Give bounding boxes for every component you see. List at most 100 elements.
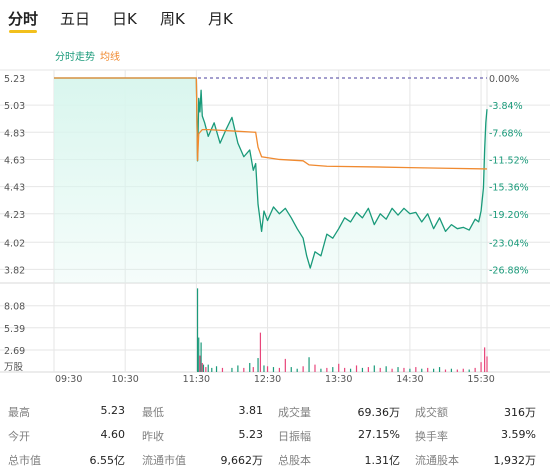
pct-tick-label: -15.36% xyxy=(489,183,529,194)
volume-bar xyxy=(480,362,482,372)
volume-bar xyxy=(338,363,340,372)
stat-label-prev-close: 昨收 xyxy=(142,430,164,443)
pct-tick-label: -3.84% xyxy=(489,101,523,112)
volume-bar xyxy=(391,368,393,372)
volume-bar xyxy=(367,367,369,372)
time-tick-label: 13:30 xyxy=(325,374,352,385)
price-tick-label: 5.23 xyxy=(4,74,25,85)
volume-bar xyxy=(243,367,245,372)
volume-bar xyxy=(284,358,286,372)
pct-tick-label: -26.88% xyxy=(489,265,529,276)
price-tick-label: 5.03 xyxy=(4,101,25,112)
volume-tick-label: 5.39 xyxy=(4,324,25,335)
stat-value-high: 5.23 xyxy=(100,404,126,417)
time-tick-label: 14:30 xyxy=(396,374,423,385)
tab-weekly-k[interactable]: 周K xyxy=(160,10,185,28)
stat-value-market-cap: 6.55亿 xyxy=(89,454,126,467)
stat-label-turnover-amount: 成交额 xyxy=(415,406,448,419)
legend-intraday-trend: 分时走势 xyxy=(55,52,95,63)
volume-bar xyxy=(201,362,203,372)
volume-bar xyxy=(344,367,346,372)
price-tick-label: 4.02 xyxy=(4,238,25,249)
pct-tick-label: 0.00% xyxy=(489,74,519,85)
stat-value-turnover-rate: 3.59% xyxy=(501,428,536,441)
time-tick-label: 09:30 xyxy=(55,374,82,385)
stat-label-open: 今开 xyxy=(8,430,30,443)
volume-bar xyxy=(272,367,275,372)
volume-bar xyxy=(433,368,435,372)
stat-value-volume: 69.36万 xyxy=(357,406,401,419)
volume-bar xyxy=(474,367,476,372)
volume-bar xyxy=(249,362,251,372)
volume-bar xyxy=(200,342,202,372)
legend-average-line: 均线 xyxy=(100,52,120,63)
volume-bar xyxy=(320,368,322,372)
volume-bar xyxy=(409,368,411,372)
volume-bar xyxy=(355,365,358,372)
volume-bar xyxy=(215,366,218,372)
volume-unit-label: 万股 xyxy=(4,362,24,373)
volume-bar xyxy=(237,365,239,372)
stat-label-low: 最低 xyxy=(142,406,164,419)
volume-bar xyxy=(421,368,423,372)
volume-bar xyxy=(403,367,405,372)
tab-daily-k[interactable]: 日K xyxy=(112,10,137,28)
volume-bar xyxy=(450,368,453,372)
volume-bar xyxy=(444,369,447,372)
time-tick-label: 10:30 xyxy=(111,374,138,385)
price-tick-label: 4.23 xyxy=(4,210,25,221)
stat-label-volume: 成交量 xyxy=(278,406,311,419)
volume-tick-label: 2.69 xyxy=(4,346,25,357)
stat-label-market-cap: 总市值 xyxy=(8,454,41,467)
time-tick-label: 11:30 xyxy=(183,374,210,385)
stat-value-low: 3.81 xyxy=(238,404,264,417)
volume-bar xyxy=(415,367,417,372)
stat-value-prev-close: 5.23 xyxy=(238,428,264,441)
volume-bar xyxy=(462,368,464,372)
chart-period-tabs: 分时 五日 日K 周K 月K xyxy=(0,0,550,40)
stat-label-total-shares: 总股本 xyxy=(278,454,311,467)
stat-value-amplitude: 27.15% xyxy=(358,428,400,441)
volume-bar xyxy=(379,367,381,372)
volume-bar xyxy=(252,367,254,372)
stat-value-total-shares: 1.31亿 xyxy=(364,454,401,467)
pct-tick-label: -11.52% xyxy=(489,155,529,166)
active-tab-indicator xyxy=(9,30,37,33)
volume-bar xyxy=(290,367,292,372)
volume-bar xyxy=(259,332,262,372)
stat-label-high: 最高 xyxy=(8,406,30,419)
volume-bar xyxy=(314,364,316,372)
volume-bar xyxy=(257,358,259,372)
stat-value-open: 4.60 xyxy=(100,428,126,441)
tab-five-day[interactable]: 五日 xyxy=(60,10,91,28)
volume-bar xyxy=(263,365,265,372)
volume-bar xyxy=(198,337,200,372)
stat-value-float-market-cap: 9,662万 xyxy=(220,454,264,467)
volume-bar xyxy=(231,367,233,372)
pct-tick-label: -19.20% xyxy=(489,210,529,221)
time-tick-label: 15:30 xyxy=(467,374,494,385)
price-tick-label: 4.83 xyxy=(4,128,25,139)
volume-bar xyxy=(373,365,375,372)
volume-bar xyxy=(207,364,209,372)
pct-tick-label: -7.68% xyxy=(489,128,523,139)
volume-bar xyxy=(205,367,207,372)
volume-bar xyxy=(211,367,213,372)
price-tick-label: 4.43 xyxy=(4,183,25,194)
volume-bar xyxy=(221,367,224,372)
volume-bar xyxy=(296,368,298,372)
volume-bar xyxy=(326,367,328,372)
stat-label-float-market-cap: 流通市值 xyxy=(142,454,186,467)
average-price-line xyxy=(54,77,488,170)
tab-intraday[interactable]: 分时 xyxy=(8,10,39,28)
stat-label-amplitude: 日振幅 xyxy=(278,430,311,443)
volume-bar xyxy=(397,367,399,372)
tab-monthly-k[interactable]: 月K xyxy=(208,10,233,28)
volume-bar xyxy=(486,356,488,372)
volume-bar xyxy=(385,366,387,372)
volume-bar xyxy=(438,367,441,372)
volume-bar xyxy=(199,355,201,372)
price-tick-label: 4.63 xyxy=(4,155,25,166)
stat-value-float-shares: 1,932万 xyxy=(493,454,537,467)
stat-label-float-shares: 流通股本 xyxy=(415,454,459,467)
